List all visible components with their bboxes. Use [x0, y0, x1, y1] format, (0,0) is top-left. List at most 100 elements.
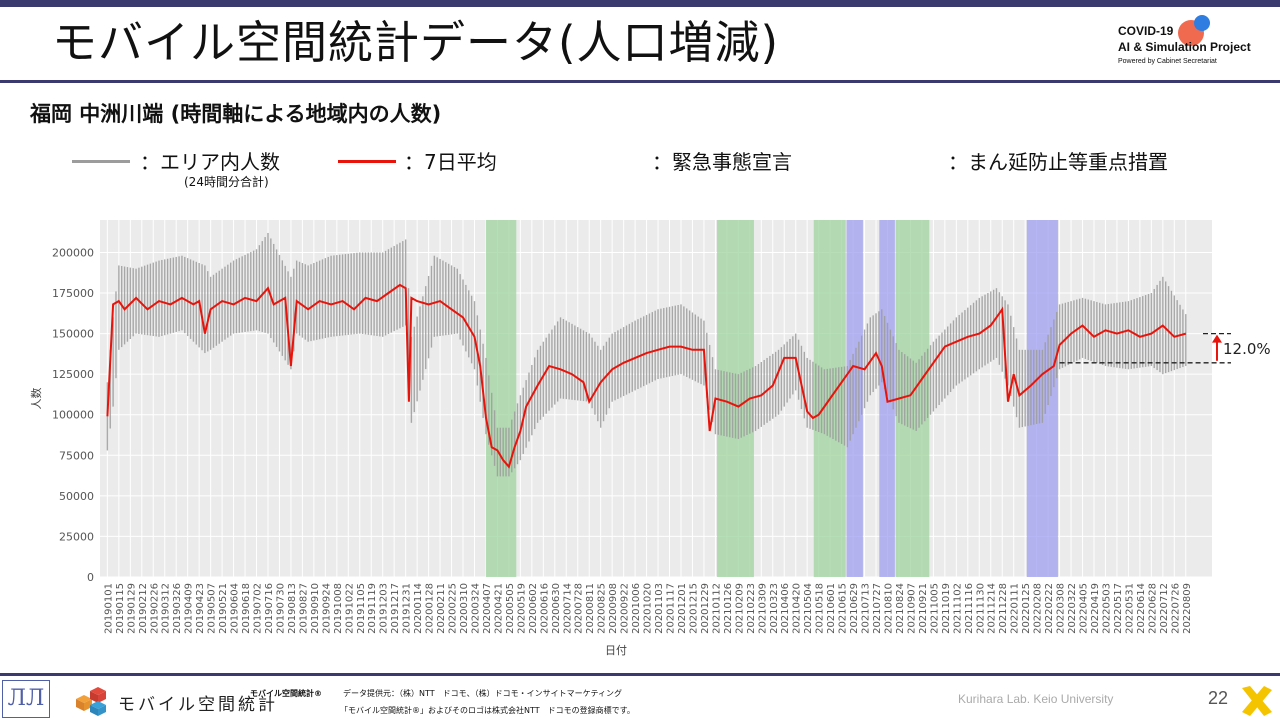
y-tick-label: 100000	[52, 409, 94, 422]
change-annotation: 12.0%	[1059, 332, 1271, 364]
x-tick-label: 20200602	[528, 583, 539, 634]
legend-blue-label: ：まん延防止等重点措置	[948, 150, 1168, 174]
x-tick-label: 20191008	[333, 583, 344, 634]
mobile-stats-cubes-icon	[76, 687, 106, 716]
footer-brand: モバイル空間統計	[118, 695, 278, 715]
x-tick-label: 20210209	[734, 583, 745, 634]
x-tick-label: 20210907	[906, 583, 917, 634]
y-tick-label: 75000	[59, 449, 94, 462]
x-tick-label: 20220111	[1010, 583, 1021, 634]
legend-gray-line-icon	[72, 160, 130, 163]
x-tick-label: 20220517	[1113, 583, 1124, 634]
x-tick-label: 20200908	[608, 583, 619, 634]
x-tick-label: 20191217	[390, 583, 401, 634]
y-tick-label: 200000	[52, 246, 94, 259]
x-tick-label: 20191231	[402, 583, 413, 634]
x-tick-label: 20200225	[448, 583, 459, 634]
x-tick-label: 20201201	[677, 583, 688, 634]
x-tick-label: 20210615	[838, 583, 849, 634]
x-tick-label: 20190226	[149, 583, 160, 634]
x-axis-label: 日付	[605, 644, 627, 657]
x-tick-label: 20190507	[207, 583, 218, 634]
legend-red-line-icon	[338, 160, 396, 163]
x-tick-label: 20220308	[1056, 583, 1067, 634]
x-tick-label: 20201006	[631, 583, 642, 634]
x-tick-label: 20190115	[115, 583, 126, 634]
x-tick-label: 20220419	[1090, 583, 1101, 634]
x-tick-label: 20200922	[620, 583, 631, 634]
legend-green-label: ：緊急事態宣言	[652, 150, 792, 174]
x-tick-label: 20210420	[792, 583, 803, 634]
x-tick-label: 20190326	[172, 583, 183, 634]
footer-trademark-label: モバイル空間統計®	[250, 689, 322, 698]
x-tick-label: 20210713	[861, 583, 872, 634]
y-tick-label: 25000	[59, 530, 94, 543]
x-tick-label: 20211130	[975, 583, 986, 634]
x-tick-label: 20211019	[941, 583, 952, 634]
x-tick-label: 20190910	[310, 583, 321, 634]
legend-gray-label: ：エリア内人数	[140, 150, 280, 174]
x-tick-label: 20201215	[688, 583, 699, 634]
y-tick-labels: 0 25000 50000 75000 100000 125000 150000 175000…	[52, 246, 94, 584]
x-tick-label: 20210629	[849, 583, 860, 634]
top-accent-bar	[0, 0, 1280, 7]
x-tick-label: 20201103	[654, 583, 665, 634]
logo-line-2: AI & Simulation Project	[1118, 40, 1251, 54]
x-tick-label: 20190312	[161, 583, 172, 634]
logo-line-1: COVID-19	[1118, 24, 1174, 38]
footer-lab-name: Kurihara Lab. Keio University	[958, 692, 1114, 706]
x-tick-label: 20190924	[321, 583, 332, 634]
x-tick-label: 20190423	[195, 583, 206, 634]
x-tick-label: 20190212	[138, 583, 149, 634]
legend-gray-note: (24時間分合計)	[184, 175, 269, 189]
x-tick-label: 20220726	[1170, 583, 1181, 634]
semi-emergency-period-band	[846, 220, 863, 577]
project-x-mark-icon	[1242, 686, 1272, 716]
x-tick-label: 20220322	[1067, 583, 1078, 634]
x-tick-label: 20190101	[103, 583, 114, 634]
legend-red-label: ：7日平均	[404, 150, 497, 174]
x-tick-label: 20200825	[597, 583, 608, 634]
x-tick-label: 20190716	[264, 583, 275, 634]
change-percent-label: 12.0%	[1223, 340, 1271, 358]
x-tick-label: 20200811	[585, 583, 596, 634]
x-tick-label: 20190604	[230, 583, 241, 634]
y-axis-label: 人数	[30, 388, 43, 410]
footer-trademark-note: 「モバイル空間統計®」およびそのロゴは株式会社NTT ドコモの登録商標です。	[340, 706, 635, 715]
x-tick-label: 20220208	[1033, 583, 1044, 634]
x-tick-label: 20211005	[929, 583, 940, 634]
lab-logo-icon: ЛЛ	[2, 680, 50, 718]
page-number: 22	[1208, 688, 1229, 708]
y-tick-label: 175000	[52, 287, 94, 300]
chart-subtitle: 福岡 中洲川端 (時間軸による地域内の人数)	[30, 102, 442, 126]
x-tick-label: 20200714	[562, 583, 573, 634]
x-tick-label: 20211228	[998, 583, 1009, 634]
x-tick-label: 20190702	[253, 583, 264, 634]
x-tick-label: 20211102	[952, 583, 963, 634]
x-tick-label: 20200421	[493, 583, 504, 634]
footer-data-source: データ提供元：（株）NTT ドコモ、（株）ドコモ・インサイトマーケティング	[343, 689, 622, 698]
x-tick-label: 20200128	[425, 583, 436, 634]
x-tick-label: 20200407	[482, 583, 493, 634]
x-tick-label: 20190521	[218, 583, 229, 634]
x-tick-label: 20211116	[964, 583, 975, 634]
x-tick-label: 20220614	[1136, 583, 1147, 634]
x-tick-label: 20210824	[895, 583, 906, 634]
x-tick-label: 20200728	[574, 583, 585, 634]
emergency-period-band	[485, 220, 517, 577]
logo-line-3: Powered by Cabinet Secretariat	[1118, 58, 1217, 65]
y-tick-label: 150000	[52, 328, 94, 341]
x-tick-label: 20210810	[883, 583, 894, 634]
x-tick-labels: 20190101 20190115 20190129 20190212 20190226…	[103, 583, 1192, 634]
x-tick-label: 20190813	[287, 583, 298, 634]
x-tick-label: 20200114	[413, 583, 424, 634]
x-tick-label: 20201020	[643, 583, 654, 634]
x-tick-label: 20200519	[516, 583, 527, 634]
page-title: モバイル空間統計データ(人口増減)	[52, 16, 780, 69]
x-tick-label: 20200505	[505, 583, 516, 634]
x-tick-label: 20190409	[184, 583, 195, 634]
daily-series	[106, 232, 1187, 477]
x-tick-label: 20210406	[780, 583, 791, 634]
x-tick-label: 20200630	[551, 583, 562, 634]
covid-project-logo: COVID-19 AI & Simulation Project Powered…	[1118, 15, 1268, 72]
